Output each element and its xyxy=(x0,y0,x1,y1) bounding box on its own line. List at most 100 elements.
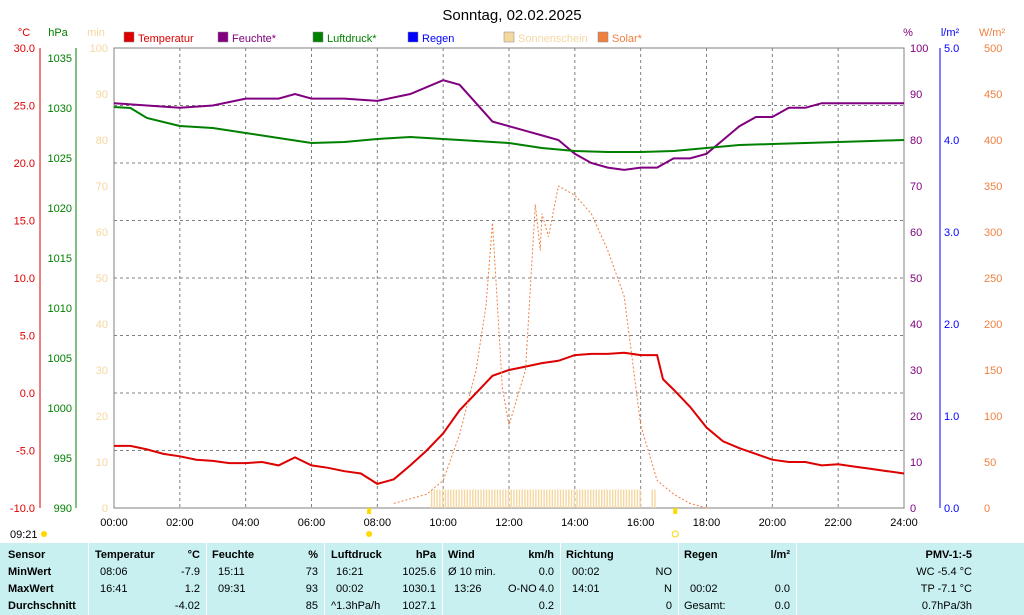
temp-tick: 25.0 xyxy=(14,101,35,113)
solar-tick: 400 xyxy=(984,135,1002,147)
sunshine-bar xyxy=(559,489,562,508)
time-tick: 06:00 xyxy=(298,517,326,529)
series-line-feuchte xyxy=(113,79,904,171)
press-tick: 1035 xyxy=(48,53,72,65)
sunshine-bar xyxy=(606,489,608,508)
rain-max-time: 00:02 xyxy=(690,583,718,595)
press-min-val: 1025.6 xyxy=(402,566,436,578)
sunrise-label-dot xyxy=(41,531,47,537)
sunshine-bar xyxy=(477,489,479,508)
sunshine-bar xyxy=(450,489,452,508)
press-tick: 990 xyxy=(54,503,72,515)
sunshine-bar xyxy=(543,489,545,508)
sunshine-bar xyxy=(441,489,444,508)
hum-min-time: 15:11 xyxy=(218,566,245,578)
sunshine-bar xyxy=(515,489,518,508)
legend-label: Luftdruck* xyxy=(327,33,377,45)
rain-unit-label: l/m² xyxy=(941,27,960,39)
hum-tick: 30 xyxy=(910,365,922,377)
legend-label: Solar* xyxy=(612,33,643,45)
rain-tick: 0.0 xyxy=(944,503,959,515)
sunshine-bar xyxy=(598,489,600,508)
sunshine-bar xyxy=(562,489,565,508)
legend-swatch xyxy=(597,31,609,43)
sunshine-bar xyxy=(430,489,433,508)
sun-tick: 20 xyxy=(96,411,108,423)
dir-max-time: 14:01 xyxy=(572,583,600,595)
pmv-trend: 0.7hPa/3h xyxy=(921,600,972,612)
wind-header: Wind xyxy=(448,549,475,561)
sunshine-bar xyxy=(521,489,523,508)
rain-tick: 5.0 xyxy=(944,43,959,55)
dir-max-val: N xyxy=(664,583,672,595)
sunshine-bar xyxy=(611,489,614,508)
time-tick: 24:00 xyxy=(890,517,918,529)
time-tick: 18:00 xyxy=(693,517,721,529)
time-tick: 02:00 xyxy=(166,517,194,529)
sunshine-bar xyxy=(554,489,556,508)
rain-unit: l/m² xyxy=(770,549,790,561)
sunshine-bar xyxy=(584,489,586,508)
sunshine-bar xyxy=(625,489,628,508)
sun-tick: 60 xyxy=(96,227,108,239)
sunshine-bar xyxy=(601,489,603,508)
dir-min-time: 00:02 xyxy=(572,566,600,578)
sunshine-bar xyxy=(573,489,575,508)
legend-swatch xyxy=(407,31,419,43)
solar-tick: 300 xyxy=(984,227,1002,239)
sunshine-bars xyxy=(430,489,656,508)
weather-chart: 30.0 25.0 20.0 15.0 10.0 5.0 0.0 -5.0 -10.0 1035 1… xyxy=(10,7,1006,541)
sunshine-bar xyxy=(452,489,455,508)
series-line-luftdruck xyxy=(113,106,905,153)
sunshine-bar xyxy=(496,489,499,508)
wind-max-val: 4.0 xyxy=(538,583,554,595)
sunset-marker xyxy=(673,508,678,514)
time-tick: 08:00 xyxy=(364,517,392,529)
sunshine-bar xyxy=(524,489,526,508)
press-trend: ^1.3hPa/h xyxy=(331,600,381,612)
dir-min-val: NO xyxy=(655,566,673,578)
legend-swatch xyxy=(123,31,135,43)
time-tick: 16:00 xyxy=(627,517,655,529)
sunshine-bar xyxy=(581,489,584,508)
sunshine-bar xyxy=(576,489,578,508)
sun-unit-label: min xyxy=(87,27,105,39)
solar-tick: 350 xyxy=(984,181,1002,193)
sunshine-bar xyxy=(466,489,469,508)
press-unit-label: hPa xyxy=(48,27,68,39)
sunshine-bar xyxy=(472,489,474,508)
sunshine-bar xyxy=(499,489,501,508)
press-max-time: 00:02 xyxy=(336,583,364,595)
sunshine-bar xyxy=(651,489,653,508)
hum-unit-label: % xyxy=(903,27,913,39)
hum-header: Feuchte xyxy=(212,549,255,561)
hum-avg: 85 xyxy=(305,600,318,612)
hum-tick: 80 xyxy=(910,135,922,147)
chart-legend: Temperatur Feuchte* Luftdruck* Regen Sonnens… xyxy=(123,31,643,45)
series-line-temperatur xyxy=(114,351,905,485)
sun-tick: 80 xyxy=(96,135,108,147)
temp-unit: °C xyxy=(187,549,200,561)
sunshine-bar xyxy=(622,489,625,508)
sunshine-bar xyxy=(502,489,504,508)
plot-grid xyxy=(39,47,941,509)
sunshine-bar xyxy=(455,489,458,508)
sunshine-bar xyxy=(592,489,595,508)
sunshine-bar xyxy=(579,489,581,508)
solar-tick: 500 xyxy=(984,43,1002,55)
temp-tick: 30.0 xyxy=(14,43,35,55)
sunshine-bar xyxy=(551,489,554,508)
sun-tick: 100 xyxy=(90,43,108,55)
dir-avg: 0 xyxy=(665,600,672,612)
press-avg: 1027.1 xyxy=(402,600,436,612)
sunshine-bar xyxy=(507,489,510,508)
time-tick: 04:00 xyxy=(232,517,260,529)
wind-min-val: 0.0 xyxy=(538,566,554,578)
sunshine-bar xyxy=(537,489,540,508)
hum-tick: 100 xyxy=(910,43,928,55)
legend-label: Regen xyxy=(422,33,454,45)
sunshine-bar xyxy=(595,489,597,508)
rain-tick: 1.0 xyxy=(944,411,959,423)
sunshine-bar xyxy=(469,489,471,508)
legend-swatch xyxy=(217,31,229,43)
